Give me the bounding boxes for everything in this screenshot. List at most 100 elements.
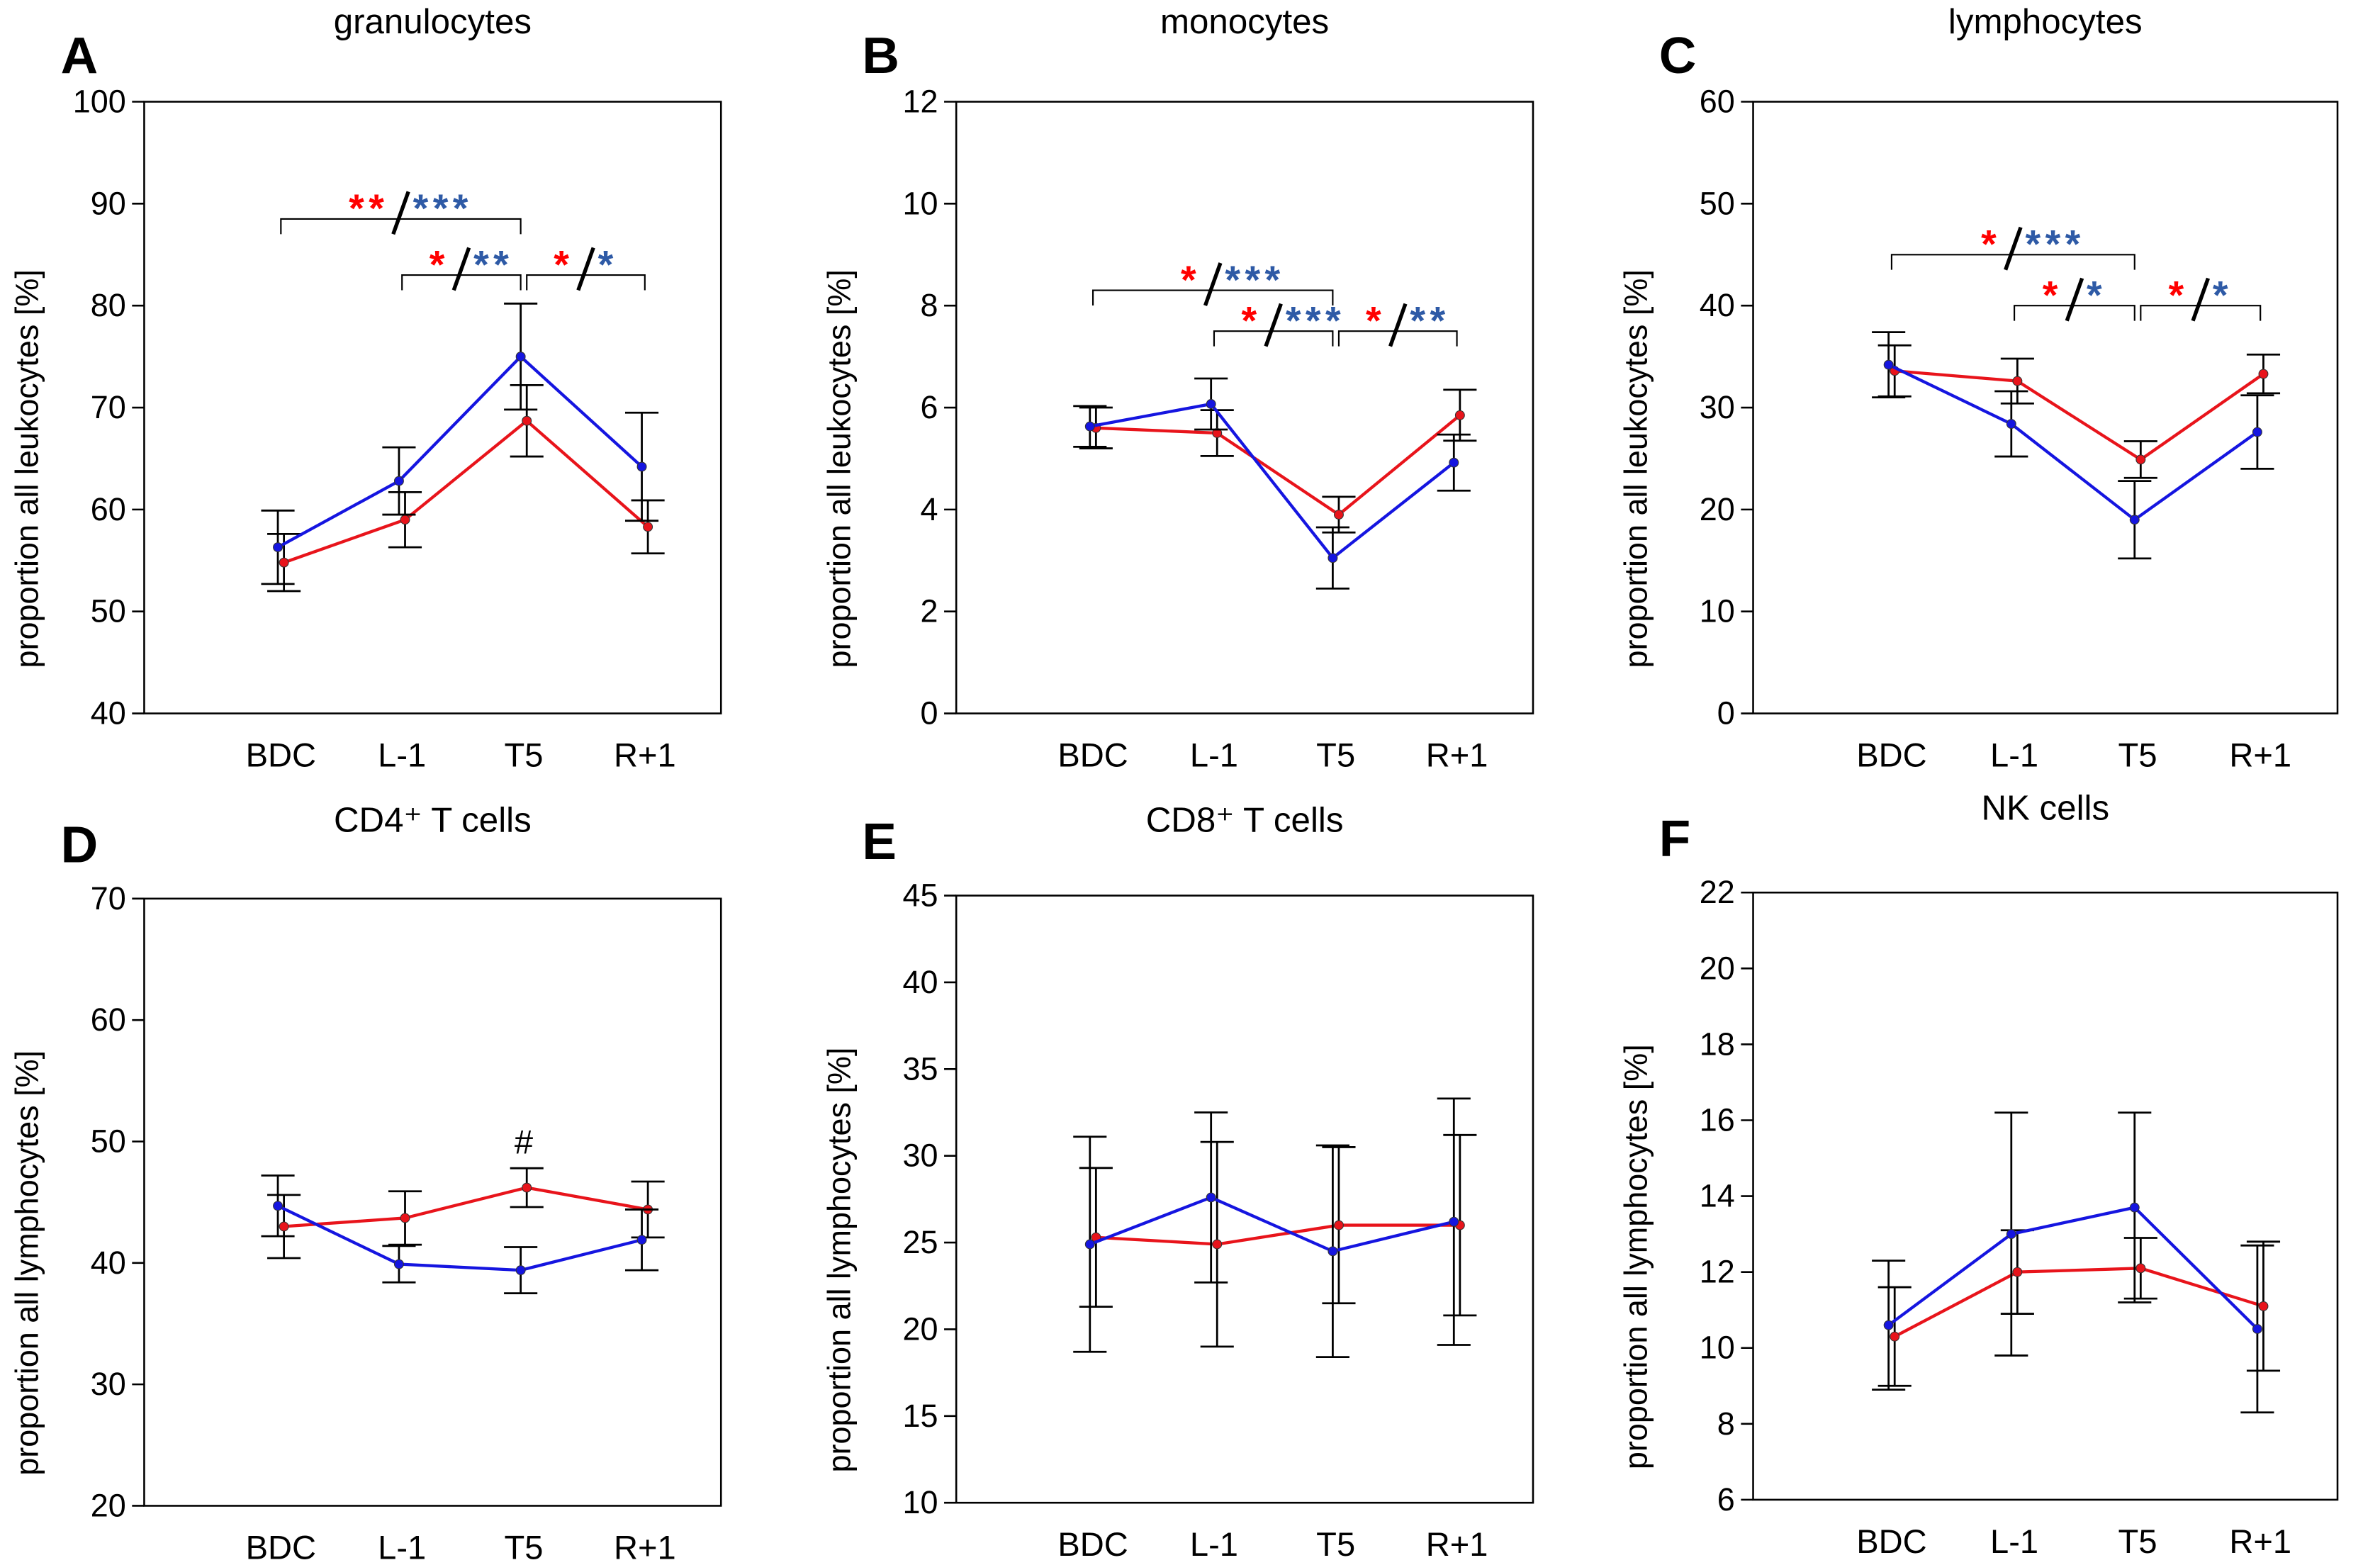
significance-stars-blue: ** — [1410, 298, 1449, 342]
y-tick-label: 70 — [91, 389, 126, 425]
plot-frame — [955, 101, 1534, 714]
data-point-blue — [636, 461, 647, 472]
series-line-blue — [277, 1204, 643, 1272]
y-axis-label: proportion all lymphocytes [%] — [1618, 1044, 1654, 1469]
data-point-red — [1334, 510, 1344, 520]
chart-title: CD4⁺ T cells — [334, 801, 532, 840]
significance-bracket — [401, 274, 522, 291]
significance-slash — [2004, 226, 2023, 271]
y-tick-label: 18 — [1700, 1026, 1735, 1062]
significance-stars-blue: * — [2087, 273, 2106, 317]
data-point-blue — [2006, 1229, 2016, 1240]
significance-stars-red: * — [1981, 223, 2001, 267]
data-point-blue — [1449, 457, 1459, 468]
significance-bracket — [1890, 254, 2135, 270]
significance-stars-blue: *** — [2025, 223, 2084, 267]
x-tick-label: T5 — [1316, 736, 1355, 774]
y-tick-label: 90 — [91, 185, 126, 221]
data-point-blue — [2129, 1202, 2140, 1213]
y-tick-label: 80 — [91, 287, 126, 323]
data-point-red — [643, 522, 653, 532]
significance-stars-red: * — [1241, 298, 1261, 342]
data-point-blue — [1449, 1216, 1459, 1227]
data-point-red — [400, 1213, 410, 1223]
x-tick-label: T5 — [504, 1528, 543, 1565]
x-tick-label: BDC — [1856, 1522, 1926, 1560]
panel-d: D CD4⁺ T cells 20 30 40 50 60 70 proportion all … — [9, 801, 722, 1565]
plot-frame — [143, 897, 722, 1507]
series-line-red — [283, 418, 649, 564]
x-tick-label: BDC — [246, 1528, 316, 1565]
data-point-red — [2258, 1301, 2269, 1311]
significance-slash — [451, 247, 471, 291]
series-line-blue — [1089, 1196, 1454, 1253]
y-tick-label: 12 — [1700, 1254, 1735, 1290]
y-tick-label: 15 — [902, 1398, 938, 1434]
x-tick-label: L-1 — [1190, 1525, 1238, 1563]
y-tick-label: 10 — [902, 185, 938, 221]
data-point-blue — [1883, 359, 1894, 370]
series-line-blue — [1887, 363, 2259, 522]
significance-slash — [391, 191, 410, 235]
data-point-red — [2135, 1263, 2146, 1274]
y-axis-label: proportion all lymphocytes [%] — [821, 1048, 857, 1473]
y-tick-label: 14 — [1700, 1178, 1735, 1214]
significance-slash — [2191, 277, 2210, 322]
significance-stars-red: ** — [349, 186, 388, 230]
x-tick-label: T5 — [1316, 1525, 1355, 1563]
significance-bracket — [2014, 305, 2135, 321]
series-line-blue — [277, 354, 643, 549]
significance-slash — [1264, 303, 1283, 347]
chart-title: NK cells — [1981, 788, 2109, 827]
chart-title: lymphocytes — [1948, 2, 2143, 41]
y-tick-label: 60 — [91, 491, 126, 527]
x-tick-label: L-1 — [1190, 736, 1238, 774]
x-tick-label: T5 — [2118, 1522, 2157, 1560]
y-tick-label: 70 — [91, 880, 126, 916]
x-tick-label: BDC — [1856, 736, 1926, 774]
significance-slash — [2065, 277, 2084, 322]
x-tick-label: R+1 — [2229, 736, 2291, 774]
data-point-blue — [2252, 1324, 2262, 1334]
y-tick-label: 40 — [91, 695, 126, 731]
y-axis-label: proportion all leukocytes [%] — [9, 269, 45, 668]
chart-title: CD8⁺ T cells — [1146, 801, 1344, 840]
x-tick-label: BDC — [246, 736, 316, 774]
y-tick-label: 10 — [902, 1484, 938, 1520]
data-point-red — [2135, 454, 2146, 465]
y-tick-label: 16 — [1700, 1101, 1735, 1138]
panel-letter: B — [862, 27, 899, 84]
y-tick-label: 40 — [91, 1245, 126, 1281]
x-tick-label: T5 — [504, 736, 543, 774]
x-tick-label: R+1 — [614, 736, 676, 774]
plot-frame — [1752, 891, 2339, 1501]
panel-e: E CD8⁺ T cells 10 15 20 25 30 35 40 45 proportion … — [821, 801, 1534, 1563]
y-tick-label: 45 — [902, 877, 938, 914]
panel-letter: A — [61, 27, 99, 84]
y-tick-label: 12 — [902, 83, 938, 119]
data-point-red — [522, 415, 532, 426]
data-point-blue — [1084, 1239, 1095, 1250]
data-point-blue — [1206, 399, 1216, 409]
significance-stars-red: * — [1366, 298, 1386, 342]
data-point-blue — [515, 1265, 526, 1276]
data-point-red — [1454, 410, 1465, 420]
data-point-blue — [393, 476, 404, 486]
data-point-blue — [1206, 1192, 1216, 1203]
data-point-blue — [2006, 419, 2016, 430]
plot-frame — [1752, 101, 2339, 714]
chart-title: monocytes — [1160, 2, 1329, 41]
significance-stars-blue: * — [598, 242, 618, 286]
y-tick-label: 22 — [1700, 874, 1735, 910]
data-point-red — [1334, 1220, 1344, 1230]
series-line-blue — [1887, 1206, 2259, 1330]
data-point-red — [2012, 376, 2023, 386]
significance-slash — [1203, 262, 1223, 306]
y-tick-label: 100 — [73, 83, 126, 119]
series-line-red — [1096, 1223, 1460, 1246]
data-point-red — [1890, 1331, 1900, 1342]
